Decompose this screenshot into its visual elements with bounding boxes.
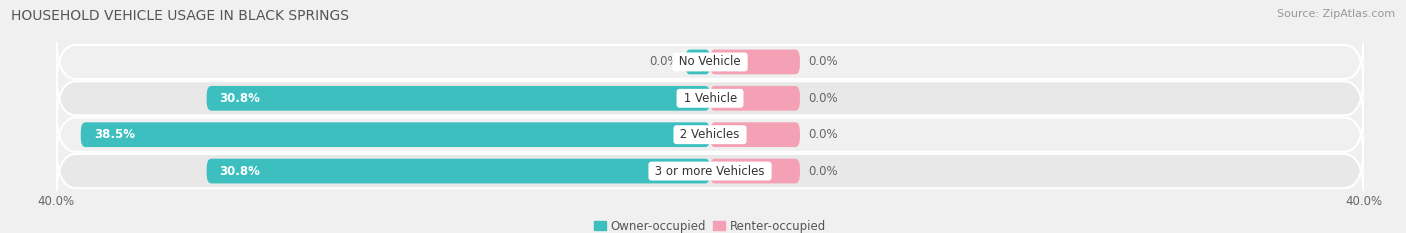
Text: 0.0%: 0.0%	[808, 55, 838, 69]
FancyBboxPatch shape	[207, 159, 710, 183]
Text: 0.0%: 0.0%	[808, 128, 838, 141]
FancyBboxPatch shape	[56, 108, 1364, 161]
FancyBboxPatch shape	[207, 86, 710, 111]
Text: 2 Vehicles: 2 Vehicles	[676, 128, 744, 141]
Text: 38.5%: 38.5%	[94, 128, 135, 141]
Text: 1 Vehicle: 1 Vehicle	[679, 92, 741, 105]
FancyBboxPatch shape	[710, 50, 800, 74]
FancyBboxPatch shape	[686, 50, 710, 74]
FancyBboxPatch shape	[710, 159, 800, 183]
Text: 0.0%: 0.0%	[808, 164, 838, 178]
Legend: Owner-occupied, Renter-occupied: Owner-occupied, Renter-occupied	[595, 220, 825, 233]
Text: Source: ZipAtlas.com: Source: ZipAtlas.com	[1277, 9, 1395, 19]
FancyBboxPatch shape	[56, 144, 1364, 198]
Text: 30.8%: 30.8%	[219, 164, 260, 178]
Text: 0.0%: 0.0%	[650, 55, 679, 69]
Text: 30.8%: 30.8%	[219, 92, 260, 105]
Text: 3 or more Vehicles: 3 or more Vehicles	[651, 164, 769, 178]
FancyBboxPatch shape	[710, 86, 800, 111]
FancyBboxPatch shape	[56, 72, 1364, 125]
Text: 0.0%: 0.0%	[808, 92, 838, 105]
FancyBboxPatch shape	[710, 122, 800, 147]
FancyBboxPatch shape	[80, 122, 710, 147]
Text: No Vehicle: No Vehicle	[675, 55, 745, 69]
Text: HOUSEHOLD VEHICLE USAGE IN BLACK SPRINGS: HOUSEHOLD VEHICLE USAGE IN BLACK SPRINGS	[11, 9, 349, 23]
FancyBboxPatch shape	[56, 35, 1364, 89]
